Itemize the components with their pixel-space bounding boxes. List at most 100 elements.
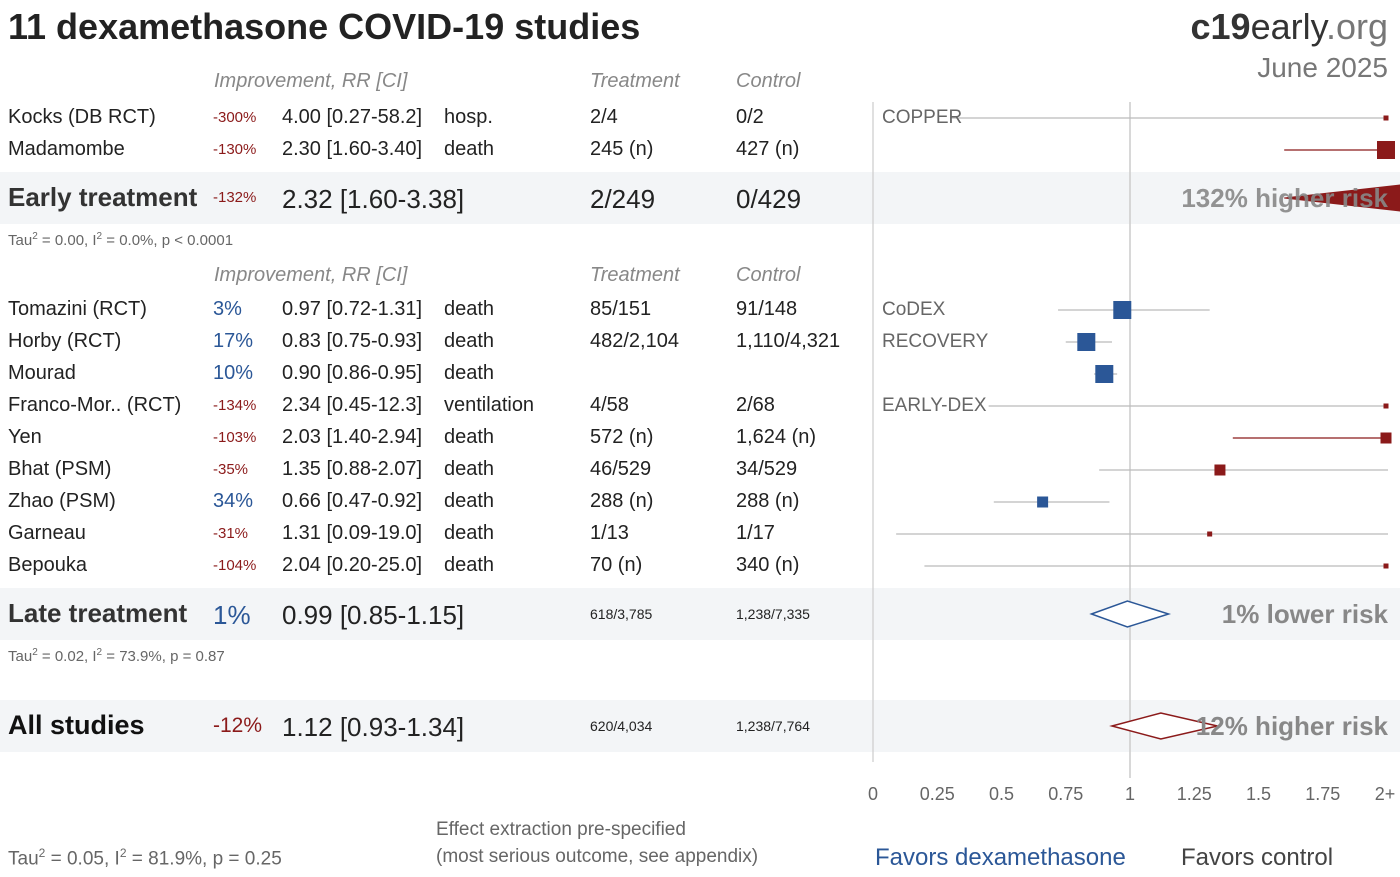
study-treatment: 572 (n) bbox=[590, 426, 654, 448]
study-rr: 1.31 [0.09-19.0] bbox=[282, 522, 423, 544]
study-control: 0/2 bbox=[736, 106, 764, 128]
col-header-control-late: Control bbox=[736, 264, 801, 286]
study-treatment: 245 (n) bbox=[590, 138, 654, 160]
study-control: 34/529 bbox=[736, 458, 798, 480]
study-improvement: 34% bbox=[213, 490, 254, 512]
study-treatment: 2/4 bbox=[590, 106, 618, 128]
early-summary-improvement: -132% bbox=[213, 189, 257, 206]
study-point bbox=[1113, 301, 1132, 319]
x-tick-label: 1.25 bbox=[1177, 784, 1212, 804]
early-heterogeneity: Tau2 = 0.00, I2 = 0.0%, p < 0.0001 bbox=[8, 231, 233, 249]
method-note-line1: Effect extraction pre-specified bbox=[436, 819, 686, 840]
study-name: Yen bbox=[8, 426, 42, 448]
study-point bbox=[1077, 333, 1096, 351]
study-point bbox=[1207, 531, 1213, 537]
all-summary-control: 1,238/7,764 bbox=[736, 718, 810, 734]
study-rr: 0.66 [0.47-0.92] bbox=[282, 490, 423, 512]
all-summary-rr: 1.12 [0.93-1.34] bbox=[282, 712, 465, 742]
study-outcome: death bbox=[444, 554, 495, 576]
x-tick-label: 0 bbox=[868, 784, 878, 804]
study-rr: 2.03 [1.40-2.94] bbox=[282, 426, 423, 448]
early-summary-label: Early treatment bbox=[8, 182, 198, 212]
study-control: 2/68 bbox=[736, 394, 775, 416]
all-summary-treatment: 620/4,034 bbox=[590, 718, 653, 734]
study-point bbox=[1377, 141, 1395, 159]
tau-prefix: Tau bbox=[8, 232, 33, 249]
study-name: Horby (RCT) bbox=[8, 330, 122, 352]
study-outcome: death bbox=[444, 330, 495, 352]
study-point bbox=[1380, 432, 1392, 444]
i-exp: 2 bbox=[119, 846, 127, 860]
study-treatment: 288 (n) bbox=[590, 490, 654, 512]
study-rr: 0.90 [0.86-0.95] bbox=[282, 362, 423, 384]
tau-exp: 2 bbox=[38, 846, 46, 860]
early-summary-rr: 2.32 [1.60-3.38] bbox=[282, 184, 465, 214]
early-summary-treatment: 2/249 bbox=[590, 184, 656, 214]
study-point bbox=[1383, 403, 1389, 409]
study-rr: 0.97 [0.72-1.31] bbox=[282, 298, 423, 320]
study-treatment: 46/529 bbox=[590, 458, 652, 480]
study-rr: 0.83 [0.75-0.93] bbox=[282, 330, 423, 352]
site-logo-tail: .org bbox=[1325, 6, 1388, 47]
x-tick-label: 0.25 bbox=[920, 784, 955, 804]
study-control: 1,624 (n) bbox=[736, 426, 817, 448]
study-improvement: 3% bbox=[213, 298, 242, 320]
x-tick-label: 1 bbox=[1125, 784, 1135, 804]
late-summary-control: 1,238/7,335 bbox=[736, 606, 810, 622]
study-treatment: 70 (n) bbox=[590, 554, 643, 576]
summary-diamond bbox=[1089, 600, 1172, 628]
study-improvement: -31% bbox=[213, 525, 249, 542]
tau-exp: 2 bbox=[32, 231, 38, 242]
study-point bbox=[1037, 496, 1049, 508]
study-name: Bhat (PSM) bbox=[8, 458, 112, 480]
tau-rest: = 81.9%, p = 0.25 bbox=[126, 848, 282, 870]
study-outcome: death bbox=[444, 458, 495, 480]
summary-diamond bbox=[1284, 184, 1400, 212]
study-trial-label: COPPER bbox=[882, 107, 963, 128]
col-header-treatment-late: Treatment bbox=[590, 264, 680, 286]
col-header-improvement-late: Improvement, RR [CI] bbox=[214, 264, 408, 286]
study-trial-label: EARLY-DEX bbox=[882, 395, 987, 416]
x-tick-label: 1.75 bbox=[1305, 784, 1340, 804]
col-header-treatment: Treatment bbox=[590, 70, 680, 92]
tau-value: = 0.05, I bbox=[45, 848, 120, 870]
early-summary-band bbox=[0, 172, 1400, 224]
study-outcome: hosp. bbox=[444, 106, 493, 128]
tau-prefix: Tau bbox=[8, 848, 39, 870]
study-name: Bepouka bbox=[8, 554, 87, 576]
study-improvement: -35% bbox=[213, 461, 249, 478]
site-logo-mid: early bbox=[1250, 6, 1326, 47]
study-improvement: 10% bbox=[213, 362, 254, 384]
late-summary-improvement: 1% bbox=[213, 600, 251, 630]
tau-value: = 0.00, I bbox=[37, 232, 97, 249]
all-summary-improvement: -12% bbox=[213, 714, 263, 737]
study-control: 91/148 bbox=[736, 298, 798, 320]
study-rr: 2.34 [0.45-12.3] bbox=[282, 394, 423, 416]
study-point bbox=[1214, 464, 1226, 476]
date-label: June 2025 bbox=[1257, 52, 1388, 83]
all-heterogeneity: Tau2 = 0.05, I2 = 81.9%, p = 0.25 bbox=[8, 846, 282, 870]
x-tick-label: 0.5 bbox=[989, 784, 1014, 804]
risk-label: 12% higher risk bbox=[1196, 711, 1389, 741]
study-improvement: -134% bbox=[213, 397, 257, 414]
late-summary-label: Late treatment bbox=[8, 598, 188, 628]
study-rr: 2.04 [0.20-25.0] bbox=[282, 554, 423, 576]
study-improvement: -103% bbox=[213, 429, 257, 446]
study-rr: 4.00 [0.27-58.2] bbox=[282, 106, 423, 128]
study-outcome: death bbox=[444, 522, 495, 544]
study-outcome: death bbox=[444, 138, 495, 160]
x-tick-label: 1.5 bbox=[1246, 784, 1271, 804]
tau-value: = 0.02, I bbox=[37, 648, 97, 665]
all-summary-label: All studies bbox=[8, 710, 145, 740]
study-control: 1,110/4,321 bbox=[736, 330, 841, 352]
site-logo[interactable]: c19early.org bbox=[1191, 6, 1388, 48]
study-outcome: death bbox=[444, 490, 495, 512]
page-title: 11 dexamethasone COVID-19 studies bbox=[8, 6, 641, 47]
study-point bbox=[1383, 115, 1389, 121]
study-treatment: 85/151 bbox=[590, 298, 652, 320]
study-improvement: -104% bbox=[213, 557, 257, 574]
study-treatment: 1/13 bbox=[590, 522, 629, 544]
late-heterogeneity: Tau2 = 0.02, I2 = 73.9%, p = 0.87 bbox=[8, 647, 225, 665]
x-tick-label: 0.75 bbox=[1048, 784, 1083, 804]
